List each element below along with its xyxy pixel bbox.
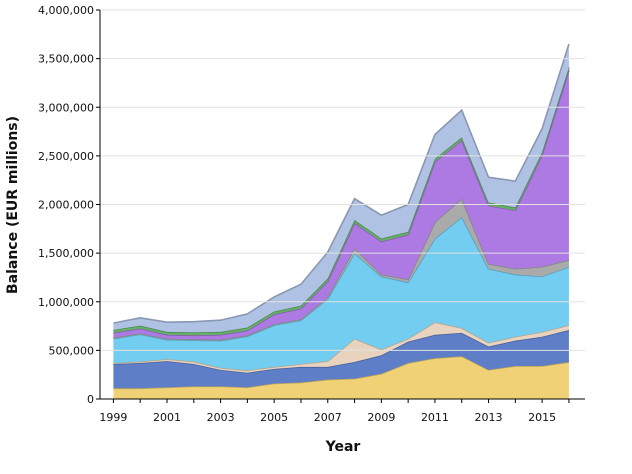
x-tick-label: 2013 <box>475 411 503 424</box>
y-tick-label: 2,000,000 <box>38 199 94 212</box>
x-tick-label: 2007 <box>314 411 342 424</box>
series-2-area <box>113 329 569 389</box>
x-axis-title: Year <box>325 439 361 455</box>
x-tick-label: 2011 <box>421 411 449 424</box>
areas-layer <box>113 43 570 399</box>
y-axis-title: Balance (EUR millions) <box>5 116 21 294</box>
y-tick-label: 1,500,000 <box>38 247 94 260</box>
y-tick-label: 2,500,000 <box>38 150 94 163</box>
series-4-area <box>113 217 569 371</box>
series-1-area <box>113 356 569 399</box>
series-8-line <box>113 43 570 324</box>
y-tick-label: 500,000 <box>49 344 95 357</box>
axes-layer <box>99 9 585 400</box>
y-tick-label: 0 <box>87 393 94 406</box>
series-3-area <box>113 322 569 373</box>
x-tick-label: 2005 <box>260 411 288 424</box>
series-8-group <box>113 43 570 333</box>
x-tick-label: 2003 <box>207 411 235 424</box>
y-tick-label: 1,000,000 <box>38 296 94 309</box>
x-tick-label: 2015 <box>528 411 556 424</box>
y-tick-label: 3,500,000 <box>38 53 94 66</box>
ticks-layer: 0 500,000 1,000,000 1,500,000 2,000,000 2,500… <box>38 4 570 424</box>
y-tick-label: 3,000,000 <box>38 101 94 114</box>
x-tick-label: 2001 <box>153 411 181 424</box>
y-tick-label: 4,000,000 <box>38 4 94 17</box>
x-tick-label: 1999 <box>99 411 127 424</box>
x-tick-label: 2009 <box>367 411 395 424</box>
